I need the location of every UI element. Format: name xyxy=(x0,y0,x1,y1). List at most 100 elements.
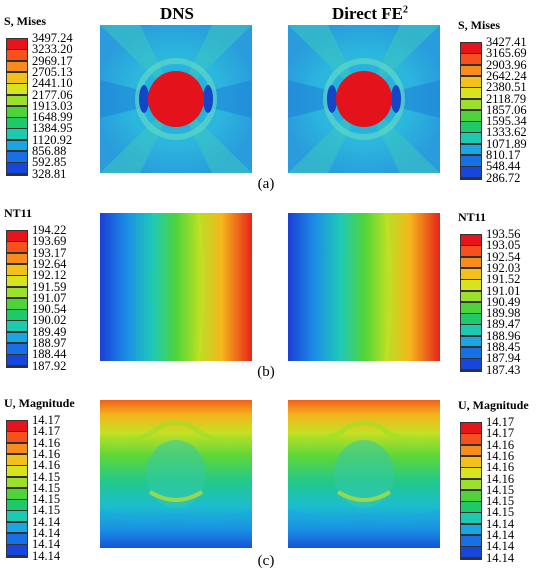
displacement-field-dns xyxy=(100,400,252,548)
legend-value: 194.22 xyxy=(32,223,67,237)
legend-swatch xyxy=(460,279,482,291)
panel-label-b: (b) xyxy=(257,364,275,380)
legend-value: 190.49 xyxy=(486,294,521,309)
legend-value: 1595.34 xyxy=(486,114,527,129)
legend-value: 14.15 xyxy=(486,482,515,497)
legend-swatch xyxy=(6,354,28,367)
panel-label-a: (a) xyxy=(257,176,275,192)
legend-value: 3165.69 xyxy=(486,46,527,61)
legend-value: 14.16 xyxy=(32,458,61,473)
legend-swatch xyxy=(460,501,482,513)
legend-swatch xyxy=(460,143,482,156)
legend-swatch xyxy=(460,347,482,359)
legend-value: 14.14 xyxy=(32,537,61,552)
legend-swatch xyxy=(6,499,28,511)
legend-swatch xyxy=(460,444,482,457)
legend-value: 14.16 xyxy=(486,471,515,486)
legend-value: 14.17 xyxy=(486,426,515,441)
legend-swatch xyxy=(460,301,482,314)
legend-swatch xyxy=(460,358,482,371)
legend-swatch xyxy=(6,60,28,73)
legend-value: 14.16 xyxy=(32,446,61,461)
legend-title: U, Magnitude xyxy=(458,398,529,412)
legend-value: 193.17 xyxy=(32,245,67,260)
legend-value: 190.02 xyxy=(32,313,67,328)
legend-value: 1333.62 xyxy=(486,125,527,140)
legend-swatch xyxy=(6,365,28,368)
legend-swatch xyxy=(460,324,482,337)
legend-title: S, Mises xyxy=(458,18,500,32)
legend-swatch xyxy=(460,535,482,547)
legend-value: 14.15 xyxy=(486,505,515,520)
legend-swatch xyxy=(460,53,482,66)
legend-value: 328.81 xyxy=(32,166,67,181)
legend-swatch xyxy=(6,510,28,523)
legend-title: NT11 xyxy=(458,210,487,224)
legend-swatch xyxy=(6,252,28,265)
legend-swatch xyxy=(6,263,28,276)
legend-swatch xyxy=(6,139,28,152)
legend-value: 810.17 xyxy=(486,148,521,162)
legend-value: 2969.17 xyxy=(32,53,73,68)
legend-value: 2177.06 xyxy=(32,87,73,102)
legend-value: 14.14 xyxy=(486,539,515,554)
legend-value: 189.47 xyxy=(486,317,521,332)
legend-value: 3497.24 xyxy=(32,31,73,45)
legend-value: 192.03 xyxy=(486,260,521,275)
legend-swatch xyxy=(460,234,482,246)
legend-swatch xyxy=(6,162,28,175)
legend-value: 192.54 xyxy=(486,249,521,264)
legend-swatch xyxy=(6,431,28,444)
legend-swatch xyxy=(460,489,482,502)
legend-swatch xyxy=(6,442,28,455)
legend-value: 192.64 xyxy=(32,256,67,271)
plot-c-fe2 xyxy=(288,400,440,548)
legend-value: 2705.13 xyxy=(32,64,73,79)
legend-swatch xyxy=(6,453,28,466)
legend-c-left: U, Magnitude 14.17 14.17 14.16 14.16 14.16 14.… xyxy=(4,396,96,562)
legend-swatch xyxy=(6,331,28,344)
legend-swatch xyxy=(460,455,482,468)
legend-value: 189.49 xyxy=(32,324,67,339)
legend-swatch xyxy=(6,487,28,500)
legend-swatch xyxy=(6,173,28,176)
legend-swatch xyxy=(6,117,28,129)
legend-swatch xyxy=(460,267,482,280)
legend-b-left: NT11 194.22 193.69 193.17 192.64 192.12 191.59… xyxy=(4,206,94,372)
legend-value: 2642.24 xyxy=(486,68,527,83)
legend-value: 191.07 xyxy=(32,290,67,305)
legend-value: 14.14 xyxy=(32,548,61,563)
legend-value: 187.43 xyxy=(486,362,521,377)
legend-swatch xyxy=(460,546,482,559)
legend-swatch xyxy=(6,105,28,118)
legend-swatch xyxy=(460,467,482,479)
legend-swatch xyxy=(460,155,482,167)
legend-swatch xyxy=(460,256,482,269)
legend-swatch xyxy=(460,433,482,446)
legend-swatch xyxy=(460,245,482,258)
legend-value: 2380.51 xyxy=(486,80,527,95)
panel-label-c: (c) xyxy=(257,553,275,569)
inclusion-dns xyxy=(148,71,204,127)
legend-swatch xyxy=(6,83,28,95)
legend-value: 14.14 xyxy=(32,514,61,529)
legend-value: 14.14 xyxy=(486,516,515,531)
legend-value: 14.17 xyxy=(486,415,515,429)
plot-a-dns xyxy=(100,25,252,173)
legend-swatch xyxy=(6,309,28,321)
legend-value: 188.97 xyxy=(32,336,67,350)
legend-value: 14.15 xyxy=(32,492,61,507)
legend-swatch xyxy=(6,241,28,254)
legend-swatch xyxy=(6,128,28,141)
legend-swatch xyxy=(6,533,28,545)
legend-swatch xyxy=(6,420,28,432)
legend-swatch xyxy=(460,335,482,348)
legend-swatch xyxy=(460,313,482,325)
legend-value: 1071.89 xyxy=(486,136,527,151)
plot-b-dns xyxy=(100,213,252,361)
legend-value: 14.14 xyxy=(486,550,515,565)
legend-value: 188.45 xyxy=(486,340,521,354)
legend-value: 191.52 xyxy=(486,272,521,287)
legend-value: 193.05 xyxy=(486,238,521,253)
legend-swatch xyxy=(460,557,482,560)
